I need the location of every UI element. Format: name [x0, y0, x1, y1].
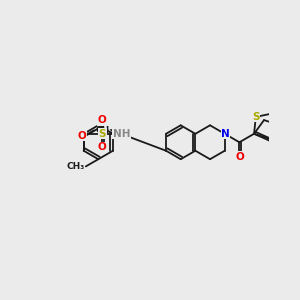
Text: O: O [235, 152, 244, 161]
Text: S: S [252, 112, 260, 122]
Text: N: N [221, 129, 230, 139]
Text: O: O [98, 142, 106, 152]
Text: O: O [78, 130, 86, 141]
Text: CH₃: CH₃ [95, 126, 114, 135]
Text: S: S [98, 129, 106, 139]
Text: O: O [98, 116, 106, 125]
Text: CH₃: CH₃ [66, 162, 84, 171]
Text: NH: NH [113, 129, 130, 139]
